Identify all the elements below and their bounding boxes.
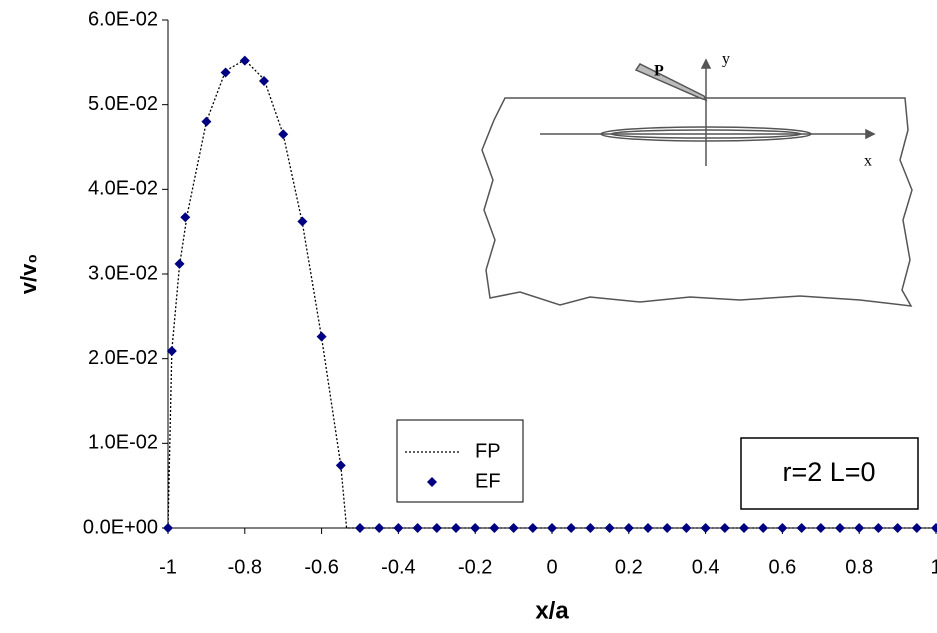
y-tick-label: 5.0E-02	[88, 93, 158, 115]
marker	[470, 523, 481, 533]
inset-y-arrow	[700, 58, 712, 69]
marker	[201, 116, 212, 127]
y-tick-label: 4.0E-02	[88, 178, 158, 200]
marker	[796, 523, 807, 533]
marker	[316, 331, 327, 342]
marker	[739, 523, 749, 533]
marker	[393, 523, 404, 533]
marker	[623, 523, 634, 533]
legend-label: EF	[475, 470, 501, 492]
x-tick-label: -0.8	[228, 556, 262, 578]
marker	[431, 523, 442, 533]
marker	[719, 523, 730, 533]
marker	[259, 75, 269, 86]
marker	[239, 55, 250, 66]
inset-diagram	[481, 58, 913, 307]
legend-swatch	[427, 477, 437, 487]
legend-label: FP	[475, 440, 501, 462]
marker	[892, 523, 903, 533]
inset-x-arrow	[865, 128, 876, 140]
y-tick-label: 1.0E-02	[88, 432, 158, 454]
marker	[815, 523, 826, 533]
marker	[585, 523, 596, 533]
marker	[911, 523, 922, 533]
marker	[758, 523, 769, 533]
inset-label: x	[864, 153, 872, 170]
x-tick-label: 0.4	[692, 556, 720, 578]
marker	[451, 523, 461, 533]
marker	[873, 523, 884, 533]
marker	[220, 67, 231, 78]
y-tick-label: 3.0E-02	[88, 262, 158, 284]
marker	[335, 460, 346, 471]
marker	[508, 523, 519, 533]
marker	[297, 216, 308, 227]
marker	[547, 523, 557, 533]
marker	[412, 523, 423, 533]
x-tick-label: -0.2	[458, 556, 492, 578]
marker	[163, 523, 173, 533]
x-tick-label: -0.4	[381, 556, 415, 578]
legend	[396, 419, 524, 503]
marker	[681, 523, 692, 533]
marker	[662, 523, 673, 533]
x-tick-label: 0.6	[768, 556, 796, 578]
marker	[374, 523, 385, 533]
marker	[527, 523, 538, 533]
line	[167, 58, 936, 529]
marker	[180, 212, 191, 223]
marker	[604, 523, 615, 533]
x-tick-label: 0.8	[845, 556, 873, 578]
x-tick-label: -1	[159, 556, 177, 578]
marker	[278, 129, 289, 140]
y-axis-label: v/v₀	[16, 254, 41, 295]
annotation: r=2 L=0	[782, 457, 875, 487]
inset-force	[634, 63, 708, 102]
x-axis-label: x/a	[535, 597, 569, 624]
x-tick-label: -0.6	[304, 556, 338, 578]
annotation-box	[740, 437, 919, 510]
marker	[566, 523, 577, 533]
marker	[700, 523, 711, 533]
marker	[166, 346, 177, 357]
marker	[854, 523, 865, 533]
inset-label: y	[722, 51, 730, 68]
marker	[931, 523, 937, 533]
x-tick-label: 1	[930, 556, 937, 578]
marker	[489, 523, 500, 533]
marker	[777, 523, 788, 533]
marker	[835, 523, 845, 533]
inset-body	[481, 97, 913, 307]
x-tick-label: 0	[546, 556, 557, 578]
marker	[643, 523, 653, 533]
x-tick-label: 0.2	[615, 556, 643, 578]
y-tick-label: 6.0E-02	[88, 8, 158, 30]
marker	[355, 523, 365, 533]
y-tick-label: 2.0E-02	[88, 347, 158, 369]
y-tick-label: 0.0E+00	[83, 516, 158, 538]
inset-label: P	[654, 63, 664, 80]
marker	[174, 258, 185, 269]
